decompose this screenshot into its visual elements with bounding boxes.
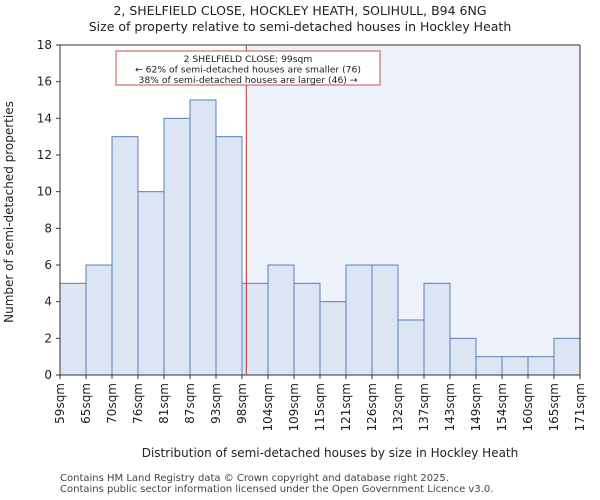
y-tick-label: 16 [37, 75, 52, 89]
chart-title-block: 2, SHELFIELD CLOSE, HOCKLEY HEATH, SOLIH… [0, 3, 600, 35]
annotation-line: 38% of semi-detached houses are larger (… [138, 75, 357, 86]
histogram-bar [553, 337, 581, 376]
credit-line-2: Contains public sector information licen… [60, 484, 494, 495]
x-tick-label: 160sqm [521, 383, 535, 431]
histogram-bar [319, 301, 347, 376]
histogram-bar [501, 356, 529, 376]
y-tick-label: 10 [37, 185, 52, 199]
chart-subtitle: Size of property relative to semi-detach… [88, 19, 512, 34]
x-tick-label: 115sqm [313, 383, 327, 431]
x-tick-label: 137sqm [417, 383, 431, 431]
y-tick-label: 8 [44, 221, 52, 235]
histogram-bar [397, 319, 425, 376]
x-tick-label: 149sqm [469, 383, 483, 431]
y-tick-label: 18 [37, 38, 52, 52]
x-tick-label: 154sqm [495, 383, 509, 431]
y-tick-label: 0 [44, 368, 52, 382]
histogram-bar [215, 136, 243, 376]
x-tick-label: 76sqm [131, 383, 145, 424]
x-tick-label: 87sqm [183, 383, 197, 424]
y-tick-label: 14 [37, 111, 52, 125]
x-tick-label: 132sqm [391, 383, 405, 431]
histogram-bar [527, 356, 555, 376]
credits: Contains HM Land Registry data © Crown c… [60, 473, 493, 495]
annotation-box [115, 50, 381, 86]
x-tick-label: 121sqm [339, 383, 353, 431]
histogram-bar [449, 337, 477, 376]
x-tick-label: 81sqm [157, 383, 171, 424]
histogram-bar [345, 264, 373, 376]
histogram-bar [137, 191, 165, 376]
histogram-bar [293, 282, 321, 376]
x-tick-label: 98sqm [235, 383, 249, 424]
y-tick-label: 12 [37, 148, 52, 162]
x-tick-label: 126sqm [365, 383, 379, 431]
x-axis-label: Distribution of semi-detached houses by … [142, 446, 519, 460]
annotation-line: 2 SHELFIELD CLOSE: 99sqm [184, 54, 313, 65]
histogram-bar [59, 282, 87, 376]
x-tick-label: 165sqm [547, 383, 561, 431]
x-tick-label: 70sqm [105, 383, 119, 424]
x-tick-label: 109sqm [287, 383, 301, 431]
x-tick-label: 171sqm [573, 383, 587, 431]
y-tick-label: 6 [44, 258, 52, 272]
x-tick-label: 143sqm [443, 383, 457, 431]
histogram-bar [371, 264, 399, 376]
x-tick-label: 104sqm [261, 383, 275, 431]
histogram-bar [475, 356, 503, 376]
histogram-bar [189, 99, 217, 376]
histogram-bar [423, 282, 451, 376]
histogram-bar [111, 136, 139, 376]
histogram-bar [85, 264, 113, 376]
x-tick-label: 93sqm [209, 383, 223, 424]
annotation-line: ← 62% of semi-detached houses are smalle… [135, 65, 361, 76]
chart-title: 2, SHELFIELD CLOSE, HOCKLEY HEATH, SOLIH… [113, 3, 487, 18]
histogram-bar [163, 117, 191, 376]
x-tick-label: 65sqm [79, 383, 93, 424]
y-axis-label: Number of semi-detached properties [2, 101, 16, 323]
credit-line-1: Contains HM Land Registry data © Crown c… [60, 473, 449, 484]
y-tick-label: 2 [44, 331, 52, 345]
y-tick-label: 4 [44, 295, 52, 309]
histogram-bar [267, 264, 295, 376]
x-tick-label: 59sqm [53, 383, 67, 424]
